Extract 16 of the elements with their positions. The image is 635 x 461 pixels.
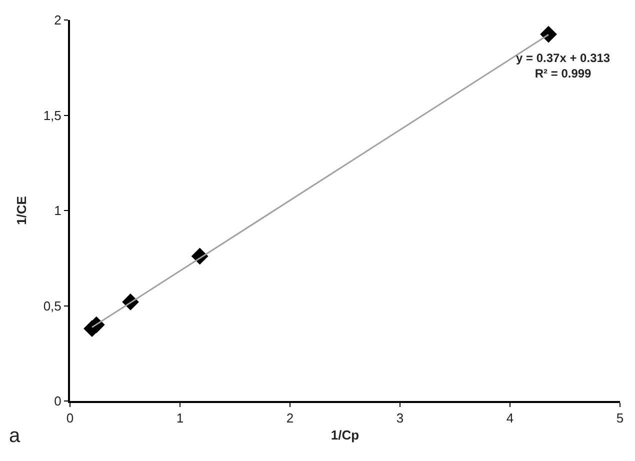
annotation: y = 0.37x + 0.313 R² = 0.999 [516, 51, 610, 81]
y-axis-title: 1/CE [14, 196, 29, 225]
y-tick-label: 1 [54, 203, 62, 218]
text: a [9, 425, 21, 447]
x-tick-label: 2 [286, 410, 294, 426]
y-tick-label: 1,5 [43, 108, 62, 123]
x-tick-label: 4 [506, 410, 514, 426]
y-tick-label: 0,5 [43, 298, 62, 314]
x-tick-label: 5 [616, 410, 624, 426]
x-tick-label: 0 [66, 410, 74, 426]
x-tick-label: 3 [396, 410, 404, 426]
x-axis-title: 1/Cp [330, 428, 360, 443]
point [540, 26, 557, 43]
y-tick-label: 2 [54, 12, 62, 28]
x-tick-label: 1 [176, 410, 184, 426]
y-tick-label: 0 [54, 394, 62, 409]
